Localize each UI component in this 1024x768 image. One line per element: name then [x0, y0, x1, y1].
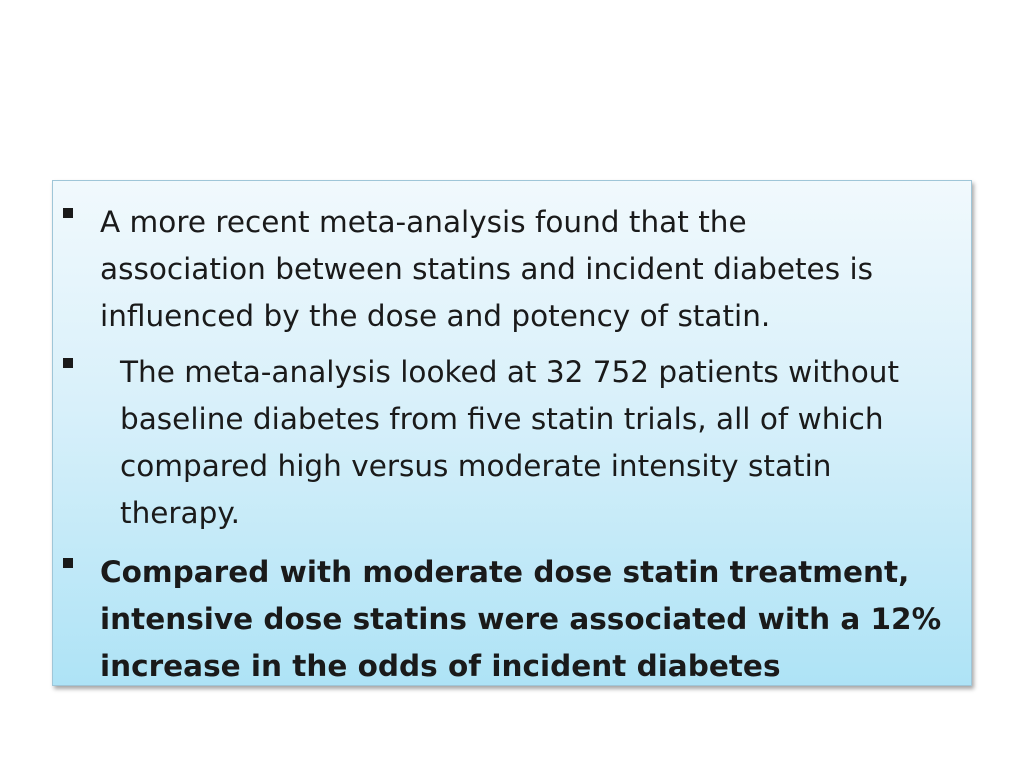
square-bullet-icon: [63, 558, 73, 568]
bullet-line: A more recent meta-analysis found that t…: [100, 205, 747, 239]
bullet-text: A more recent meta-analysis found that t…: [100, 199, 965, 340]
bullet-line: influenced by the dose and potency of st…: [100, 299, 771, 333]
bullet-line: increase in the odds of incident diabete…: [100, 649, 781, 683]
bullet-text: Compared with moderate dose statin treat…: [100, 549, 965, 690]
square-bullet-icon: [63, 358, 73, 368]
bullet-line: compared high versus moderate intensity …: [120, 449, 832, 483]
bullet-text: The meta-analysis looked at 32 752 patie…: [120, 349, 965, 537]
bullet-line: baseline diabetes from five statin trial…: [120, 402, 884, 436]
bullet-line: Compared with moderate dose statin treat…: [100, 555, 910, 589]
bullet-line: therapy.: [120, 496, 240, 530]
bullet-line: association between statins and incident…: [100, 252, 874, 286]
bullet-line: The meta-analysis looked at 32 752 patie…: [120, 355, 900, 389]
content-text-box: A more recent meta-analysis found that t…: [52, 180, 972, 686]
bullet-line: intensive dose statins were associated w…: [100, 602, 942, 636]
square-bullet-icon: [63, 208, 73, 218]
